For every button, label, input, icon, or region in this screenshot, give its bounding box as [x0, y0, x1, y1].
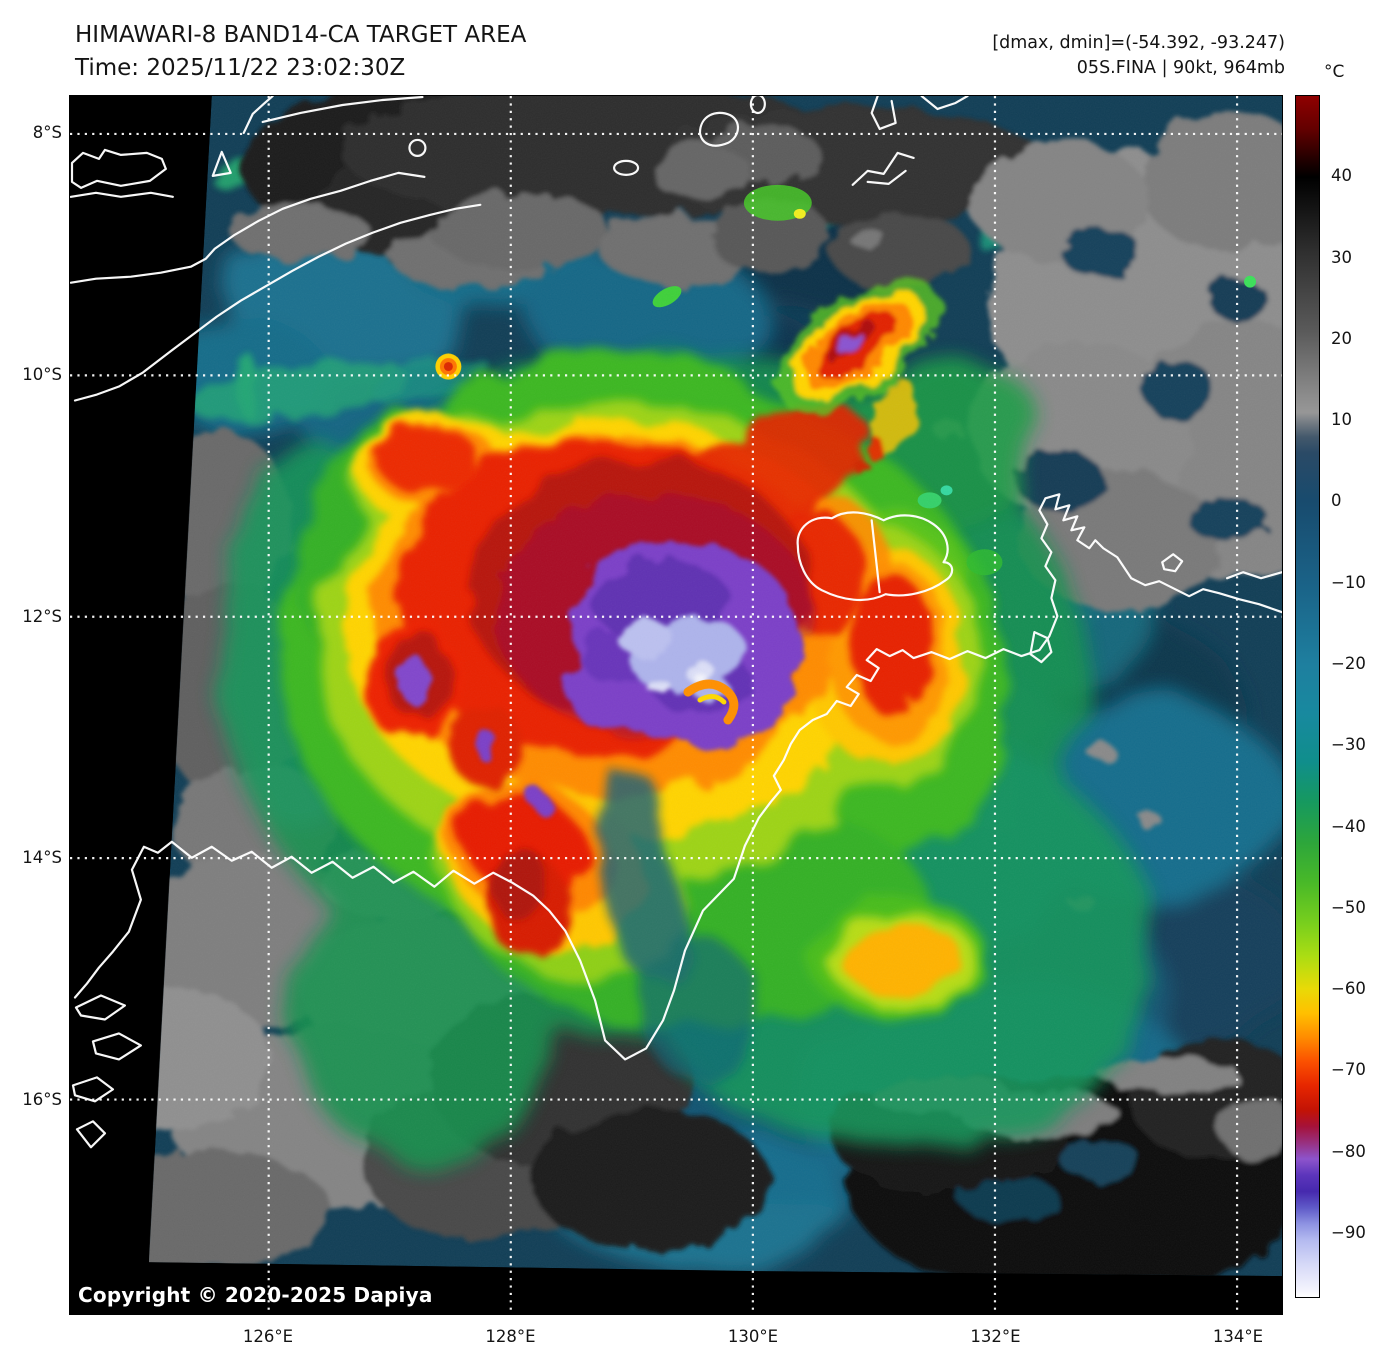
- coastline-alor: [242, 96, 424, 135]
- coastline-moa: [698, 111, 739, 147]
- latitude-tick-label: 12°S: [22, 606, 62, 626]
- colorbar-tick-label: −70: [1331, 1060, 1366, 1080]
- image-grain: [148, 96, 1282, 1277]
- coastline-tanimbar: [851, 151, 915, 186]
- gridline-layer: [70, 96, 1282, 1314]
- latitude-tick-label: 14°S: [22, 848, 62, 868]
- colorbar-tick-label: 20: [1331, 328, 1352, 348]
- coastline-timor-south: [73, 203, 482, 402]
- colorbar-unit-label: °C: [1324, 62, 1345, 82]
- coastline-island-small: [613, 159, 640, 176]
- coastline-arnhem-north: [1225, 571, 1282, 580]
- longitude-tick-label: 130°E: [727, 1327, 779, 1346]
- colorbar-tick-label: −40: [1331, 816, 1366, 836]
- longitude-tick-label: 128°E: [485, 1327, 536, 1346]
- satellite-image: [70, 96, 1282, 1314]
- copyright-watermark: Copyright © 2020-2025 Dapiya: [78, 1283, 433, 1307]
- timestamp: Time: 2025/11/22 23:02:30Z: [75, 55, 406, 81]
- longitude-tick-label: 126°E: [242, 1327, 294, 1346]
- dmax-dmin-annotation: [dmax, dmin]=(-54.392, -93.247): [992, 33, 1285, 53]
- colorbar-tick-label: 10: [1331, 410, 1352, 430]
- coastline-kimberley-islands: [71, 994, 142, 1149]
- latitude-tick-label: 16°S: [22, 1090, 62, 1110]
- colorbar-tick-label: −80: [1331, 1141, 1366, 1161]
- coastline-island-small: [749, 96, 766, 115]
- coastline-croker-island: [1161, 553, 1184, 573]
- coastline-tiwi-islands: [796, 511, 954, 602]
- page-title: HIMAWARI-8 BAND14-CA TARGET AREA: [75, 22, 527, 48]
- colorbar-tick-label: 0: [1331, 491, 1342, 511]
- coastline-gulf-island: [1029, 631, 1053, 664]
- colorbar-tick-label: −20: [1331, 653, 1366, 673]
- latitude-tick-label: 8°S: [32, 123, 62, 142]
- colorbar-tick-label: −30: [1331, 735, 1366, 755]
- colorbar-tick-label: −50: [1331, 897, 1366, 917]
- coastline-atauro: [211, 150, 232, 177]
- colorbar-tick-label: −60: [1331, 979, 1366, 999]
- latitude-tick-label: 10°S: [22, 364, 62, 384]
- coastline-timor-north: [70, 171, 426, 284]
- coastline-wetar: [70, 148, 167, 189]
- coastline-australia-mainland: [73, 493, 1282, 1061]
- coastline-layer: [70, 96, 1282, 1149]
- colorbar-tick-label: −90: [1331, 1222, 1366, 1242]
- longitude-tick-label: 134°E: [1212, 1327, 1264, 1346]
- coastline-top-islands: [870, 96, 969, 131]
- longitude-tick-label: 132°E: [970, 1327, 1021, 1346]
- colorbar-tick-label: 40: [1331, 166, 1352, 186]
- storm-annotation: 05S.FINA | 90kt, 964mb: [1076, 58, 1285, 78]
- colorbar-tick-label: 30: [1331, 247, 1352, 267]
- colorbar-tick-label: −10: [1331, 572, 1366, 592]
- coastline-wetar-south: [70, 191, 174, 198]
- coastline-island-small: [408, 138, 427, 157]
- colorbar: [1295, 95, 1320, 1298]
- satellite-map: [69, 95, 1283, 1315]
